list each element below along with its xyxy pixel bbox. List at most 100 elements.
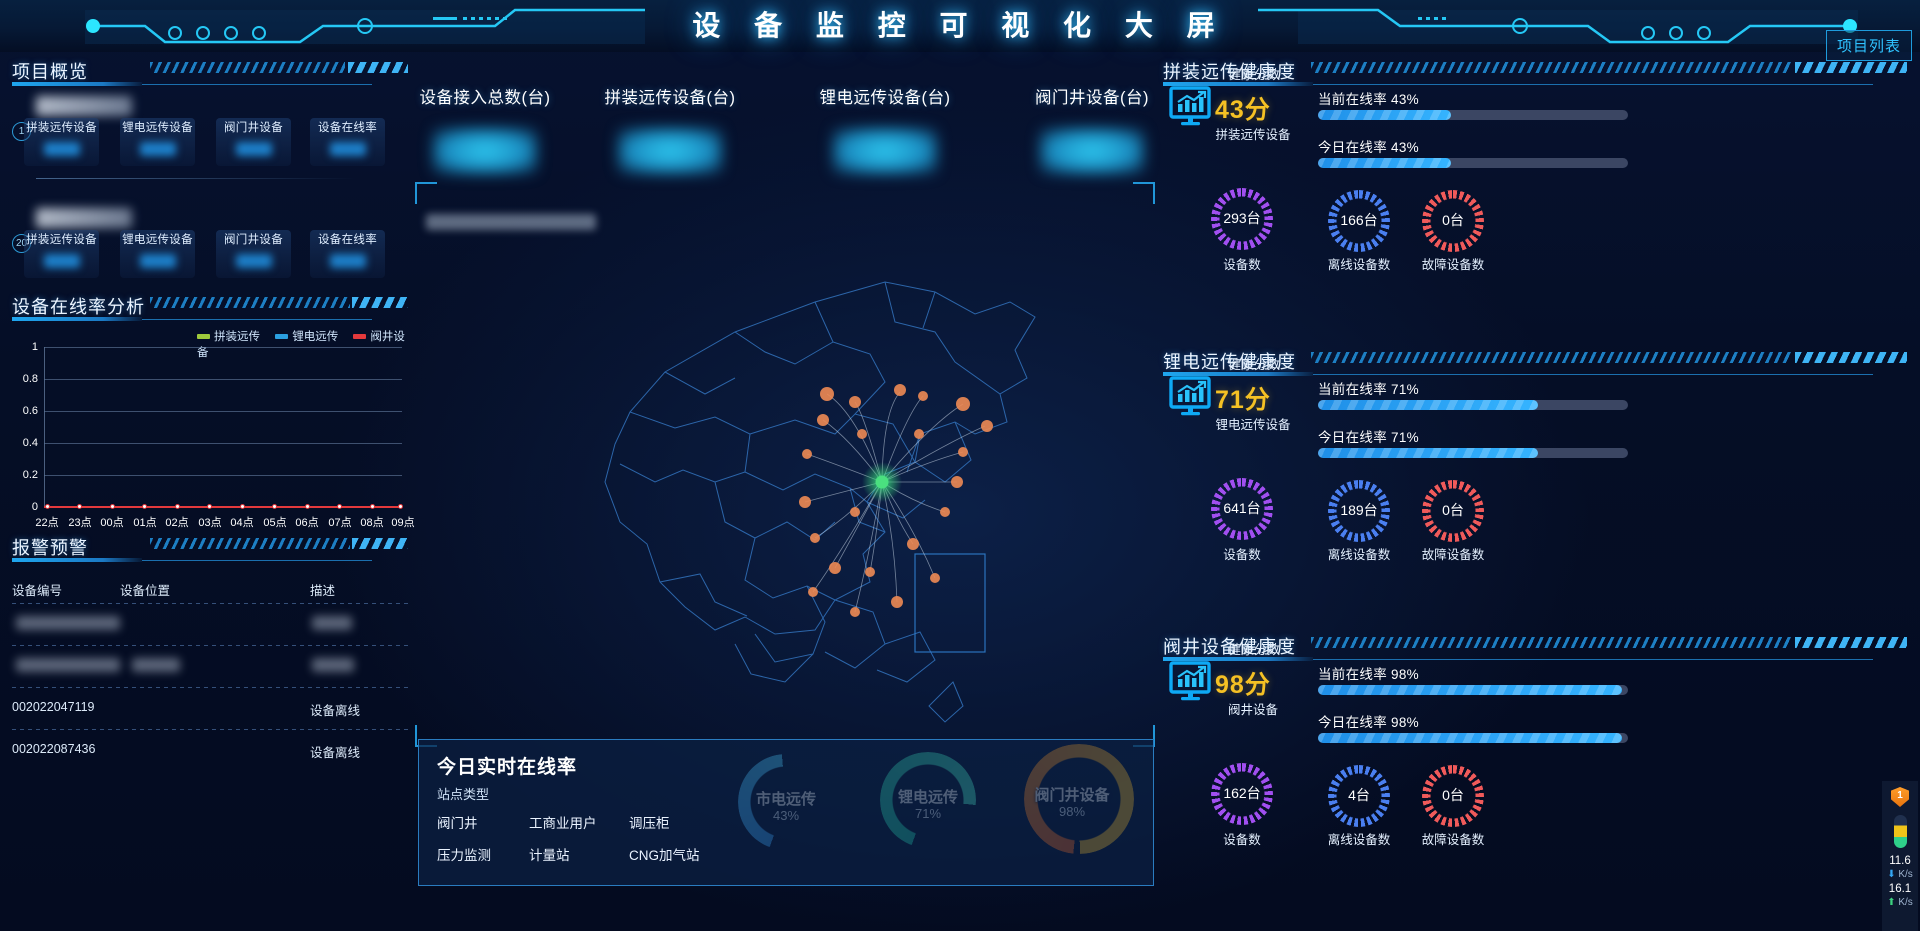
progress-track-today[interactable] — [1318, 158, 1628, 168]
legend-item-1[interactable]: 拼装远传 — [197, 331, 260, 343]
data-point[interactable] — [272, 504, 277, 509]
frame-corner-tl — [415, 182, 437, 204]
gauge-offline-count[interactable]: 166台 — [1328, 190, 1390, 252]
table-row[interactable] — [12, 604, 408, 646]
gauge-value: 162台 — [1223, 785, 1261, 801]
y-tick-0: 0 — [31, 501, 38, 513]
gauge-fault-count[interactable]: 0台 — [1422, 190, 1484, 252]
project-card-online-rate[interactable]: 设备在线率 — [310, 230, 385, 278]
frame-corner-tr — [1133, 182, 1155, 204]
legend-label: 阀井设备 — [197, 331, 405, 359]
metric-value-masked — [433, 128, 537, 174]
section-header-online-analysis: 设备在线率分析 — [12, 293, 408, 321]
project-list-button[interactable]: 项目列表 — [1825, 30, 1912, 61]
project-card-lithium[interactable]: 锂电远传设备 — [120, 230, 195, 278]
gauge-device-count[interactable]: 162台 — [1211, 763, 1273, 825]
card-label: 锂电远传设备 — [122, 122, 193, 134]
online-analysis-section: 设备在线率分析 — [12, 293, 408, 321]
project-card-valve[interactable]: 阀门井设备 — [216, 230, 291, 278]
title-underline — [12, 82, 142, 86]
title-underline — [1163, 657, 1313, 661]
table-row[interactable]: 002022087436 设备离线 — [12, 730, 408, 772]
legend-item-3[interactable]: 阀井设备 — [197, 331, 405, 359]
project-card-valve[interactable]: 阀门井设备 — [216, 118, 291, 166]
data-point[interactable] — [175, 504, 180, 509]
health-device-label: 阀井设备 — [1227, 703, 1278, 717]
network-speed-widget[interactable]: 1 11.6 ⬇ K/s 16.1 ⬆ K/s — [1882, 781, 1918, 931]
project-card-assembled[interactable]: 拼装远传设备 — [24, 230, 99, 278]
data-point[interactable] — [398, 504, 403, 509]
title-underline-thin — [142, 319, 372, 320]
hatch-decoration-2 — [352, 538, 408, 549]
y-tick-1: 1 — [31, 341, 38, 353]
data-point[interactable] — [45, 504, 50, 509]
station-type-cng[interactable]: CNG加气站 — [629, 848, 700, 863]
gauge-offline-count[interactable]: 189台 — [1328, 480, 1390, 542]
shield-icon[interactable]: 1 — [1891, 787, 1909, 807]
data-point[interactable] — [142, 504, 147, 509]
chart-legend[interactable]: 拼装远传 锂电远传 阀井设备 — [197, 328, 408, 360]
metric-assembled-devices: 拼装远传设备(台) — [560, 84, 780, 174]
x-tick-0: 22点 — [35, 517, 59, 529]
progress-track-current[interactable] — [1318, 110, 1628, 120]
progress-track-current[interactable] — [1318, 400, 1628, 410]
hatch-decoration-2 — [348, 62, 408, 73]
gauge-fault-count[interactable]: 0台 — [1422, 765, 1484, 827]
progress-label-current: 当前在线率 43% — [1318, 92, 1419, 107]
legend-item-2[interactable]: 锂电远传 — [275, 331, 338, 343]
card-value-masked — [44, 254, 80, 268]
card-label: 拼装远传设备 — [26, 234, 97, 246]
cell-desc-masked — [312, 658, 354, 672]
progress-track-today[interactable] — [1318, 448, 1628, 458]
station-type-valve[interactable]: 阀门井 — [437, 816, 478, 831]
card-label: 阀门井设备 — [224, 234, 283, 246]
card-value-masked — [236, 142, 272, 156]
progress-label-today: 今日在线率 98% — [1318, 715, 1419, 730]
gauge-value: 4台 — [1348, 787, 1370, 803]
table-row[interactable]: 002022047119 设备离线 — [12, 688, 408, 730]
progress-fill-today — [1318, 158, 1451, 168]
section-header-lithium-health: 锂电远传健康度 — [1163, 348, 1908, 376]
data-point[interactable] — [337, 504, 342, 509]
data-point[interactable] — [370, 504, 375, 509]
row-divider — [12, 687, 408, 688]
hatch-decoration — [150, 538, 350, 549]
project-card-assembled[interactable]: 拼装远传设备 — [24, 118, 99, 166]
progress-track-today[interactable] — [1318, 733, 1628, 743]
card-value-masked — [236, 254, 272, 268]
title-underline-thin — [1313, 84, 1873, 85]
project-card-lithium[interactable]: 锂电远传设备 — [120, 118, 195, 166]
china-map-svg[interactable] — [415, 182, 1155, 747]
data-point[interactable] — [207, 504, 212, 509]
station-type-metering[interactable]: 计量站 — [529, 848, 570, 863]
gauge-device-count[interactable]: 641台 — [1211, 478, 1273, 540]
gauge-value: 166台 — [1340, 212, 1378, 228]
progress-track-current[interactable] — [1318, 685, 1628, 695]
gauge-device-count[interactable]: 293台 — [1211, 188, 1273, 250]
gridline — [44, 475, 402, 476]
card-value-masked — [140, 142, 176, 156]
station-type-industrial[interactable]: 工商业用户 — [529, 816, 597, 831]
data-point[interactable] — [240, 504, 245, 509]
data-point[interactable] — [305, 504, 310, 509]
station-type-regulator[interactable]: 调压柜 — [629, 816, 670, 831]
table-row[interactable] — [12, 646, 408, 688]
gauge-fault-count[interactable]: 0台 — [1422, 480, 1484, 542]
station-type-pressure[interactable]: 压力监测 — [437, 848, 491, 863]
metric-lithium-devices: 锂电远传设备(台) — [775, 84, 995, 174]
progress-label-current: 当前在线率 98% — [1318, 667, 1419, 682]
gauge-ring — [1211, 478, 1273, 540]
row-divider — [12, 603, 408, 604]
data-point[interactable] — [110, 504, 115, 509]
unit-text: K/s — [1898, 869, 1913, 880]
gauge-label-device-count: 设备数 — [1223, 258, 1261, 272]
gauge-value: 0台 — [1442, 212, 1464, 228]
gauge-offline-count[interactable]: 4台 — [1328, 765, 1390, 827]
project-card-online-rate[interactable]: 设备在线率 — [310, 118, 385, 166]
gridline — [44, 443, 402, 444]
metric-label: 阀门井设备(台) — [1035, 89, 1149, 107]
section-header-valve-health: 阀井设备健康度 — [1163, 633, 1908, 661]
data-point[interactable] — [77, 504, 82, 509]
y-tick-0.2: 0.2 — [22, 469, 38, 481]
map-panel[interactable] — [415, 182, 1155, 747]
